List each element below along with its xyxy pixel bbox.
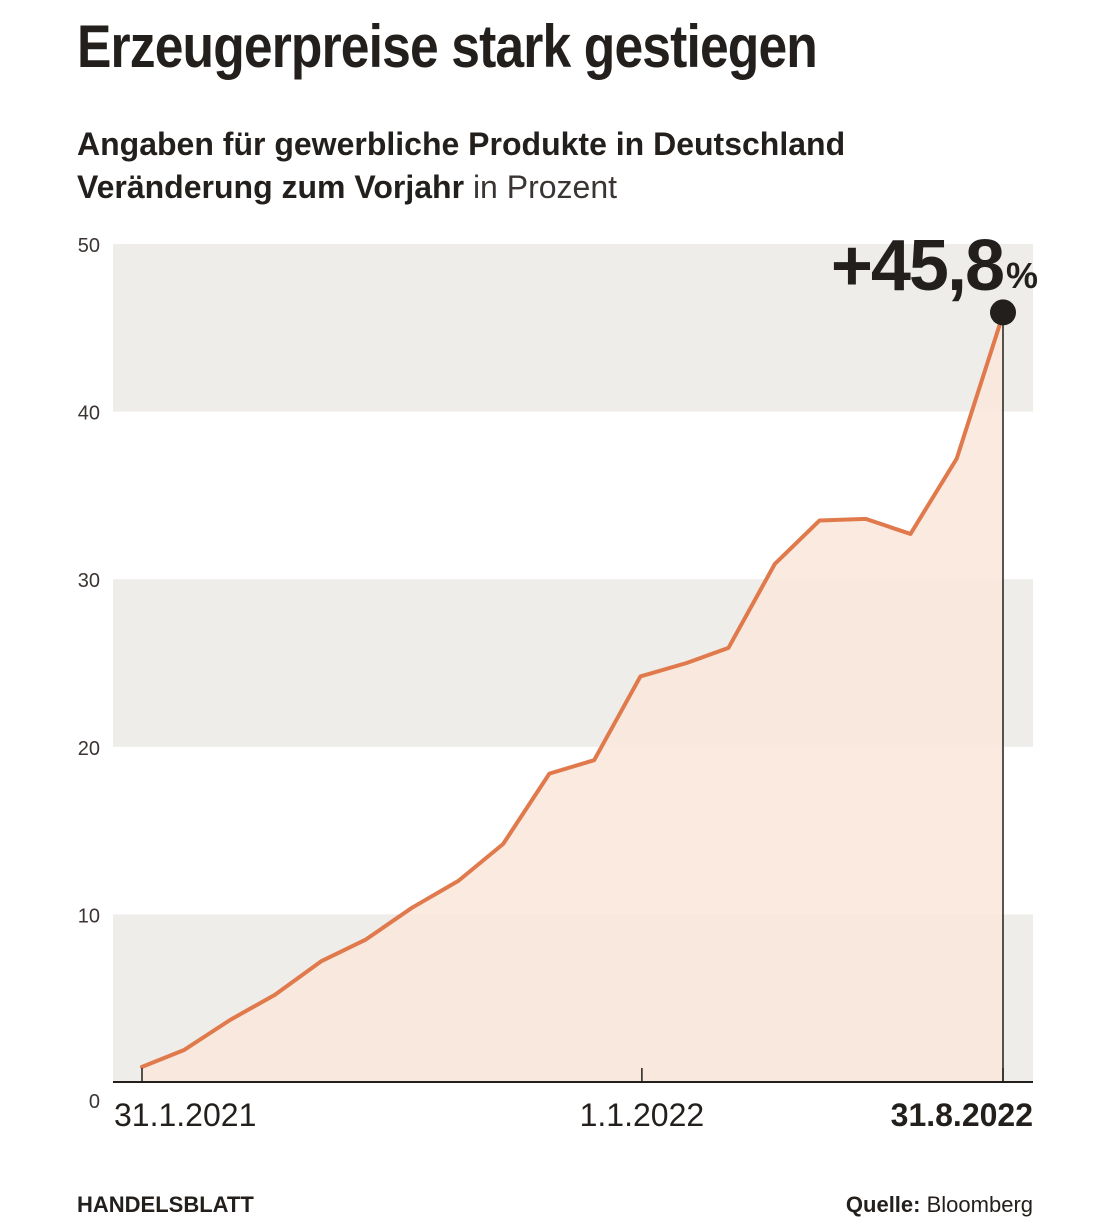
highlight-dot	[990, 299, 1016, 326]
y-tick-label: 50	[78, 235, 100, 257]
y-tick-label: 40	[78, 403, 100, 425]
line-layer	[140, 312, 1005, 1069]
unit-bold: Veränderung zum Vorjahr	[77, 169, 465, 205]
unit-line: Veränderung zum Vorjahr in Prozent	[77, 167, 617, 207]
source-prefix: Quelle:	[845, 1192, 921, 1217]
highlight-value-label: +45,8	[831, 226, 1003, 306]
x-tick-labels: 31.1.2021 1.1.2022 31.8.2022	[114, 1068, 1033, 1133]
x-tick-label: 31.8.2022	[891, 1097, 1033, 1133]
unit-light: in Prozent	[472, 169, 618, 205]
x-tick-label: 31.1.2021	[114, 1097, 256, 1133]
highlight-percent-sign: %	[1006, 255, 1038, 296]
y-tick-label: 0	[89, 1091, 100, 1113]
y-tick-label: 30	[78, 570, 100, 592]
source-label: Quelle: Bloomberg	[846, 1192, 1033, 1218]
chart-title: Erzeugerpreise stark gestiegen	[77, 13, 818, 80]
y-tick-label: 20	[78, 738, 100, 760]
y-tick-label: 10	[78, 905, 100, 927]
area-layer	[142, 314, 1003, 1083]
highlight-group: +45,8%	[831, 226, 1038, 1082]
x-tick-label: 1.1.2022	[580, 1097, 705, 1133]
y-axis: 0 10 20 30 40 50	[78, 235, 100, 1113]
grid-band	[113, 244, 1033, 412]
chart-subtitle: Angaben für gewerbliche Produkte in Deut…	[77, 126, 846, 162]
series-area	[142, 314, 1003, 1083]
brand-label: HANDELSBLATT	[77, 1192, 254, 1217]
series-line	[140, 312, 1005, 1069]
source-value: Bloomberg	[926, 1192, 1033, 1217]
